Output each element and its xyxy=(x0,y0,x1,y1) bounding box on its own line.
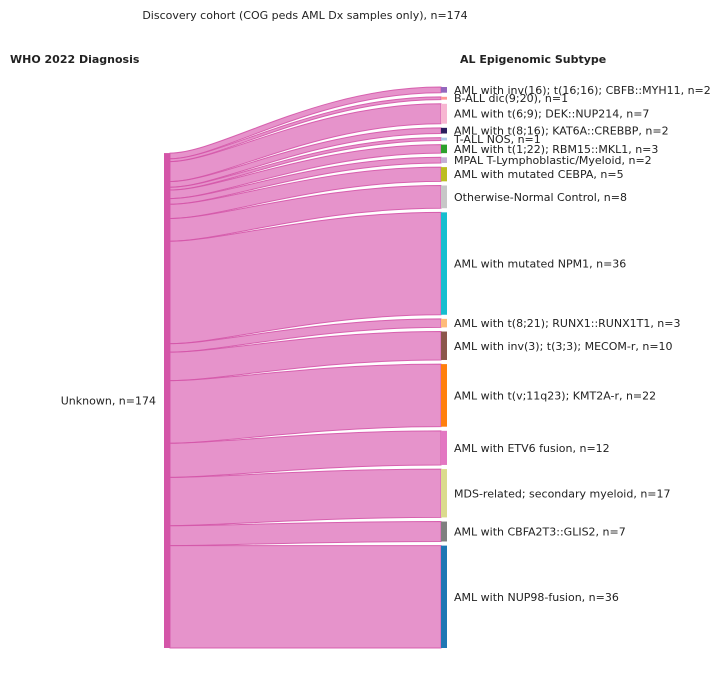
chart-title: Discovery cohort (COG peds AML Dx sample… xyxy=(142,9,467,22)
node-target-4 xyxy=(441,137,447,141)
label-target-6: MPAL T-Lymphoblastic/Myeloid, n=2 xyxy=(454,154,652,167)
link-target-6 xyxy=(169,156,442,205)
label-target-9: AML with mutated NPM1, n=36 xyxy=(454,258,626,271)
left-column-header: WHO 2022 Diagnosis xyxy=(10,53,140,66)
node-target-7 xyxy=(441,167,447,182)
node-target-2 xyxy=(441,103,447,124)
label-target-8: Otherwise-Normal Control, n=8 xyxy=(454,191,627,204)
label-target-7: AML with mutated CEBPA, n=5 xyxy=(454,168,624,181)
node-target-5 xyxy=(441,144,447,154)
label-target-16: AML with NUP98-fusion, n=36 xyxy=(454,591,619,604)
label-target-15: AML with CBFA2T3::GLIS2, n=7 xyxy=(454,526,626,539)
link-target-9 xyxy=(169,211,442,345)
link-target-4 xyxy=(169,137,442,191)
link-target-15 xyxy=(169,521,442,547)
label-target-3: AML with t(8;16); KAT6A::CREBBP, n=2 xyxy=(454,125,669,138)
link-target-14 xyxy=(169,468,442,527)
label-target-13: AML with ETV6 fusion, n=12 xyxy=(454,442,610,455)
node-target-16 xyxy=(441,545,447,648)
node-target-3 xyxy=(441,127,447,134)
node-target-11 xyxy=(441,331,447,360)
node-target-0 xyxy=(441,87,447,93)
label-target-4: T-ALL NOS, n=1 xyxy=(453,133,541,146)
nodes-layer xyxy=(164,87,447,648)
label-target-11: AML with inv(3); t(3;3); MECOM-r, n=10 xyxy=(454,340,673,353)
source-node-label: Unknown, n=174 xyxy=(61,395,156,408)
node-target-10 xyxy=(441,318,447,328)
node-target-13 xyxy=(441,430,447,465)
link-target-5 xyxy=(169,144,442,200)
label-target-0: AML with inv(16); t(16;16); CBFB::MYH11,… xyxy=(454,84,711,97)
label-target-10: AML with t(8;21); RUNX1::RUNX1T1, n=3 xyxy=(454,317,681,330)
node-target-12 xyxy=(441,364,447,427)
node-target-15 xyxy=(441,521,447,542)
link-target-10 xyxy=(169,318,442,353)
link-target-16 xyxy=(169,545,442,649)
node-target-6 xyxy=(441,157,447,163)
source-node-unknown xyxy=(164,153,170,648)
labels-layer: Unknown, n=174 AML with inv(16); t(16;16)… xyxy=(61,84,711,604)
links-layer xyxy=(169,86,442,649)
label-target-14: MDS-related; secondary myeloid, n=17 xyxy=(454,487,671,500)
node-target-14 xyxy=(441,469,447,518)
link-target-12 xyxy=(169,363,442,444)
label-target-2: AML with t(6;9); DEK::NUP214, n=7 xyxy=(454,108,649,121)
label-target-1: B-ALL dic(9;20), n=1 xyxy=(454,92,568,105)
right-column-header: AL Epigenomic Subtype xyxy=(460,53,606,66)
node-target-9 xyxy=(441,212,447,315)
link-target-13 xyxy=(169,430,442,478)
label-target-5: AML with t(1;22); RBM15::MKL1, n=3 xyxy=(454,143,658,156)
node-target-1 xyxy=(441,96,447,100)
label-target-12: AML with t(v;11q23); KMT2A-r, n=22 xyxy=(454,389,656,402)
link-target-2 xyxy=(169,103,442,183)
node-target-8 xyxy=(441,185,447,209)
